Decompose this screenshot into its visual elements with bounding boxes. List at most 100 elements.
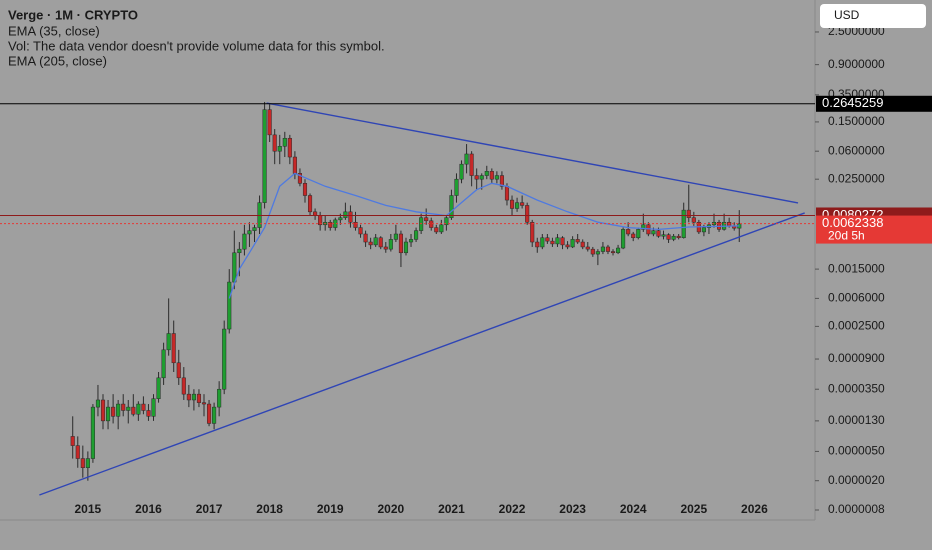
price-axis: 2.50000000.90000000.35000000.15000000.06…	[815, 24, 932, 516]
candle-body	[575, 239, 580, 243]
candle-body	[403, 241, 409, 254]
candle-body	[494, 175, 499, 180]
candle-body	[106, 406, 111, 422]
candle-body	[343, 211, 348, 218]
candle-body	[666, 234, 671, 240]
candle-body	[222, 328, 227, 390]
y-tick-label: 0.0006000	[828, 291, 885, 305]
candle-body	[247, 230, 252, 235]
candle-body	[504, 186, 510, 201]
candle-body	[237, 248, 242, 254]
candle-body	[530, 221, 535, 243]
y-tick-label: 0.0600000	[828, 143, 885, 157]
x-tick-label: 2023	[559, 502, 586, 516]
candle-body	[631, 233, 636, 239]
candle-body	[636, 229, 641, 239]
candle-body	[201, 402, 207, 405]
candle-body	[388, 239, 393, 250]
candle-body	[610, 251, 616, 254]
symbol-title: Verge · 1M · CRYPTO	[8, 7, 138, 22]
candle-body	[368, 241, 373, 246]
candle-body	[151, 398, 156, 417]
candle-body	[217, 388, 222, 408]
candle-body	[656, 230, 661, 237]
candle-body	[307, 195, 313, 213]
currency-label[interactable]: USD	[834, 8, 860, 22]
candle-body	[262, 109, 267, 203]
candle-body	[484, 171, 489, 176]
candle-body	[520, 202, 525, 206]
y-tick-label: 0.0000020	[828, 473, 885, 487]
candle-body	[272, 134, 277, 152]
candle-body	[515, 202, 520, 209]
price-label: 0.2645259	[822, 95, 883, 110]
candle-body	[338, 217, 343, 221]
candle-body	[590, 248, 595, 255]
candle-body	[474, 175, 479, 180]
indicator-label: EMA (35, close)	[8, 23, 100, 38]
candle-body	[161, 349, 166, 379]
candle-body	[535, 241, 540, 248]
candle-body	[146, 410, 151, 417]
candle-body	[454, 178, 459, 196]
price-label-box	[816, 95, 932, 112]
plot	[0, 101, 815, 496]
candle-body	[242, 233, 247, 250]
candle-body	[691, 217, 696, 223]
price-label-box	[816, 215, 932, 244]
candle-body	[95, 399, 101, 408]
x-tick-label: 2016	[135, 502, 162, 516]
candle-body	[419, 217, 424, 231]
candle-body	[75, 445, 80, 459]
candle-body	[252, 227, 257, 231]
y-tick-label: 0.0000050	[828, 444, 885, 458]
candle-body	[328, 221, 333, 228]
y-tick-label: 0.0015000	[828, 261, 885, 275]
candle-body	[348, 211, 353, 223]
candle-body	[383, 246, 388, 250]
candle-body	[393, 233, 398, 240]
candle-body	[90, 406, 95, 459]
candle-body	[353, 221, 358, 228]
candle-body	[555, 237, 560, 245]
candle-body	[661, 234, 666, 237]
candle-body	[191, 393, 196, 401]
candle-body	[232, 252, 237, 283]
y-tick-label: 0.0000900	[828, 351, 885, 365]
candle-body	[600, 246, 605, 252]
candle-body	[302, 183, 308, 196]
candle-body	[434, 227, 439, 233]
candle-body	[131, 406, 136, 415]
candle-body	[297, 173, 302, 184]
candle-body	[207, 403, 212, 424]
candle-body	[509, 199, 515, 209]
candle-body	[378, 237, 383, 248]
y-tick-label: 0.9000000	[828, 57, 885, 71]
indicator-label: EMA (205, close)	[8, 53, 107, 68]
candle-body	[429, 220, 434, 228]
candle-body	[489, 171, 494, 180]
trendline	[39, 212, 805, 496]
candle-body	[126, 406, 131, 411]
ema-line	[228, 172, 740, 299]
y-tick-label: 0.0002500	[828, 319, 885, 333]
candle-body	[459, 163, 464, 180]
candle-body	[449, 195, 454, 218]
candle-body	[176, 362, 181, 379]
candle-body	[287, 137, 292, 158]
x-tick-label: 2022	[499, 502, 526, 516]
candle-body	[464, 153, 469, 165]
currency-box[interactable]	[820, 4, 926, 28]
candle-body	[80, 458, 85, 468]
candle-body	[686, 209, 691, 218]
candle-body	[373, 237, 378, 246]
candle-body	[70, 436, 75, 446]
candle-body	[565, 244, 570, 248]
candle-body	[439, 224, 444, 233]
candle-body	[651, 230, 656, 235]
candle-body	[136, 403, 141, 415]
candle-body	[701, 227, 706, 233]
candle-body	[196, 393, 202, 403]
